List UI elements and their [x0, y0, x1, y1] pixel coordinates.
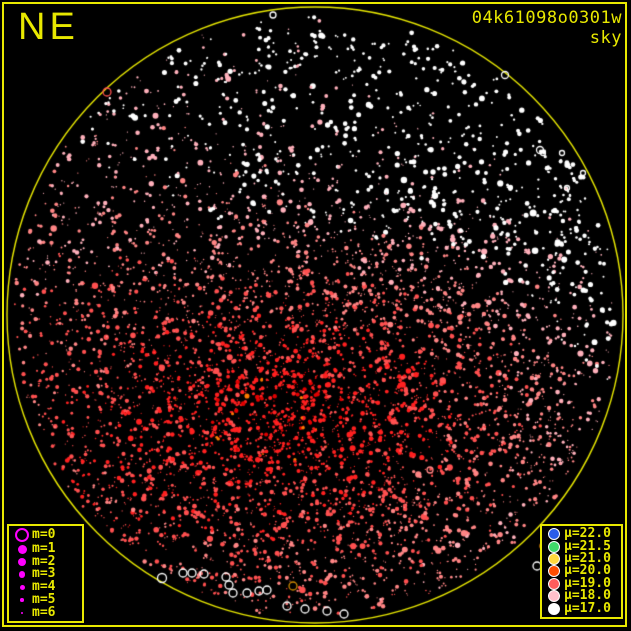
field-title: 04k61098o0301w	[471, 8, 622, 28]
legend-marker-icon	[13, 584, 31, 590]
title-block: 04k61098o0301w sky	[472, 8, 622, 48]
magnitude-size-legend: m=0 m=1 m=2 m=3 m=4 m=5 m=6	[7, 524, 84, 623]
legend-marker-icon	[545, 540, 563, 553]
surface-brightness-color-legend: μ=22.0 μ=21.5 μ=21.0 μ=20.0 μ=19.0 μ=18.0 μ=17…	[540, 524, 623, 619]
legend-row: μ=17.0	[545, 600, 619, 616]
mu-marker-icon	[548, 553, 560, 566]
legend-marker-icon	[13, 611, 31, 614]
legend-marker-icon	[13, 571, 31, 578]
legend-label: m=2	[32, 553, 56, 569]
legend-row: m=1	[13, 541, 80, 557]
legend-marker-icon	[13, 557, 31, 566]
legend-row: m=3	[13, 566, 80, 582]
legend-marker-icon	[13, 528, 31, 543]
legend-label: μ=21.5	[564, 538, 611, 554]
mu-marker-icon	[548, 565, 560, 578]
ne-orientation-label: NE	[18, 6, 79, 48]
legend-row: μ=18.0	[545, 588, 619, 604]
legend-label: m=3	[32, 566, 56, 582]
legend-row: m=5	[13, 591, 80, 607]
legend-row: m=4	[13, 579, 80, 595]
legend-marker-icon	[545, 577, 563, 590]
mu-marker-icon	[548, 528, 560, 541]
legend-marker-icon	[545, 553, 563, 566]
mu-marker-icon	[548, 602, 560, 615]
magnitude-marker-icon	[18, 571, 26, 578]
legend-row: μ=21.0	[545, 551, 619, 567]
magnitude-marker-icon	[19, 584, 25, 590]
magnitude-marker-icon	[17, 544, 27, 554]
legend-label: m=0	[32, 527, 56, 543]
legend-label: μ=19.0	[564, 575, 611, 591]
legend-marker-icon	[545, 602, 563, 615]
legend-row: μ=20.0	[545, 563, 619, 579]
magnitude-marker-icon	[15, 528, 29, 543]
legend-label: m=5	[32, 591, 56, 607]
legend-marker-icon	[13, 544, 31, 554]
legend-marker-icon	[13, 598, 31, 602]
legend-marker-icon	[545, 565, 563, 578]
legend-row: m=2	[13, 553, 80, 569]
mu-marker-icon	[548, 590, 560, 603]
magnitude-marker-icon	[21, 611, 23, 614]
legend-label: μ=20.0	[564, 563, 611, 579]
legend-row: m=6	[13, 604, 80, 620]
field-subtitle: sky	[589, 28, 622, 48]
legend-row: μ=19.0	[545, 575, 619, 591]
legend-label: μ=17.0	[564, 600, 611, 616]
legend-label: m=1	[32, 541, 56, 557]
legend-label: μ=18.0	[564, 588, 611, 604]
legend-marker-icon	[545, 590, 563, 603]
legend-row: m=0	[13, 527, 80, 543]
legend-label: μ=21.0	[564, 551, 611, 567]
legend-marker-icon	[545, 528, 563, 541]
magnitude-marker-icon	[18, 557, 26, 566]
legend-label: m=4	[32, 579, 56, 595]
legend-row: μ=21.5	[545, 538, 619, 554]
legend-label: μ=22.0	[564, 526, 611, 542]
mu-marker-icon	[548, 540, 560, 553]
legend-label: m=6	[32, 604, 56, 620]
mu-marker-icon	[548, 577, 560, 590]
legend-row: μ=22.0	[545, 526, 619, 542]
magnitude-marker-icon	[20, 598, 24, 602]
